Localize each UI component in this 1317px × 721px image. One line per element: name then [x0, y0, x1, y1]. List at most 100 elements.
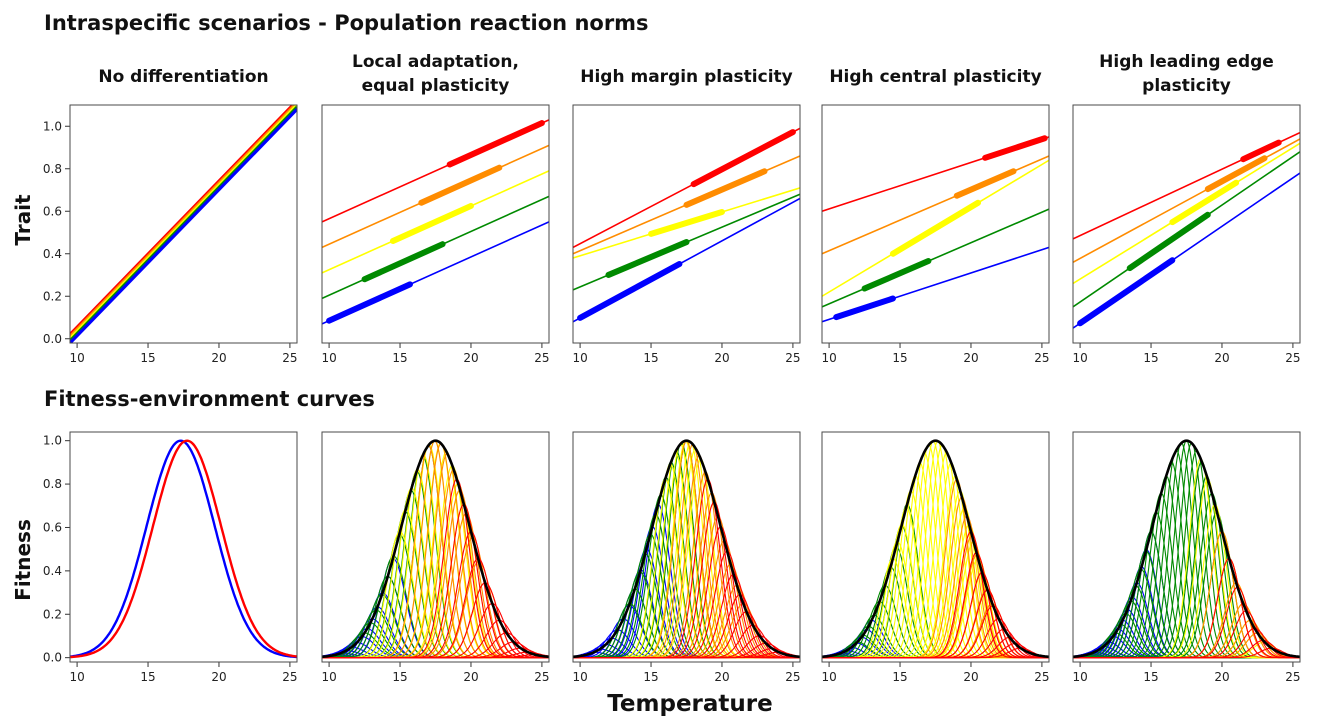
chart-title-line: High leading edge	[1099, 52, 1274, 72]
x-tick-label: 10	[821, 670, 836, 684]
bottom-y-axis-label: Fitness	[11, 519, 35, 601]
chart-panel-4: High central plasticity 10 15 20 25	[821, 67, 1049, 365]
reaction-norm-range	[690, 129, 796, 188]
chart-frame	[821, 104, 1050, 344]
chart-plot-area	[1073, 439, 1300, 659]
chart-panel-10: 10 15 20 25	[1072, 431, 1301, 684]
reaction-norm-range	[577, 260, 683, 321]
chart-plot-area	[322, 439, 549, 659]
x-tick-label: 25	[1285, 670, 1300, 684]
x-tick-label: 15	[643, 670, 658, 684]
chart-plot-area	[1073, 131, 1300, 329]
reaction-norm-range	[683, 168, 768, 208]
chart-panel-7: 10 15 20 25	[321, 431, 550, 684]
chart-frame	[321, 431, 550, 663]
chart-panel-8: 10 15 20 25	[572, 431, 801, 684]
fitness-curve	[1073, 511, 1300, 659]
y-tick-label: 0.8	[43, 477, 62, 491]
top-y-axis-label: Trait	[11, 194, 35, 246]
x-tick-label: 25	[534, 670, 549, 684]
reaction-norm-range	[1204, 155, 1268, 193]
chart-frame	[1072, 431, 1301, 663]
x-tick-label: 15	[140, 351, 155, 365]
bottom-heading: Fitness-environment curves	[44, 387, 375, 411]
y-tick-label: 0.8	[43, 162, 62, 176]
x-tick-label: 15	[892, 670, 907, 684]
x-tick-label: 20	[463, 351, 478, 365]
fitness-curve	[822, 523, 1049, 659]
y-tick-label: 0.4	[43, 564, 62, 578]
x-tick-label: 25	[1034, 670, 1049, 684]
chart-panel-3: High margin plasticity 10 15 20 25	[572, 67, 800, 365]
chart-plot-area	[573, 127, 800, 323]
x-tick-label: 20	[1214, 351, 1229, 365]
chart-title-line: High central plasticity	[829, 67, 1041, 87]
x-tick-label: 10	[69, 670, 84, 684]
x-tick-label: 10	[69, 351, 84, 365]
chart-title-line: plasticity	[1142, 76, 1231, 96]
fitness-curve	[822, 496, 1049, 659]
chart-plot-area	[573, 439, 800, 659]
fitness-curve	[822, 523, 1049, 659]
fitness-curve	[573, 651, 800, 659]
x-tick-label: 20	[714, 351, 729, 365]
chart-panel-5: High leading edge plasticity 10 15 20 25	[1072, 52, 1300, 365]
chart-frame	[1072, 104, 1301, 344]
x-tick-label: 10	[572, 351, 587, 365]
fitness-curve	[1073, 647, 1300, 659]
x-tick-label: 20	[463, 670, 478, 684]
chart-title-line: High margin plasticity	[580, 67, 792, 87]
fitness-curve	[822, 524, 1049, 659]
chart-panel-2: Local adaptation, equal plasticity 10 15 20 2…	[321, 52, 549, 365]
y-tick-label: 0.6	[43, 520, 62, 534]
x-tick-label: 25	[785, 351, 800, 365]
x-tick-label: 25	[1034, 351, 1049, 365]
chart-frame	[572, 431, 801, 663]
chart-panel-1: No differentiation 10 15 20 25 0.0 0.2 0.4 0.6 0.…	[43, 67, 298, 365]
fitness-curve	[70, 439, 297, 659]
x-axis-label: Temperature	[607, 691, 772, 717]
fitness-envelope-curve	[1073, 439, 1300, 659]
x-tick-label: 10	[321, 670, 336, 684]
y-tick-label: 0.0	[43, 332, 62, 346]
fitness-envelope-curve	[322, 439, 549, 659]
fitness-curve	[822, 490, 1049, 659]
x-tick-label: 15	[140, 670, 155, 684]
panels-layer: No differentiation 10 15 20 25 0.0 0.2 0.4 0.6 0.…	[43, 52, 1301, 684]
x-tick-label: 20	[211, 670, 226, 684]
reaction-norm-range	[605, 239, 690, 278]
x-tick-label: 25	[282, 670, 297, 684]
x-tick-label: 15	[1143, 670, 1158, 684]
y-tick-label: 0.2	[43, 607, 62, 621]
y-tick-label: 1.0	[43, 119, 62, 133]
reaction-norm-range	[889, 199, 982, 257]
chart-frame	[69, 431, 298, 663]
y-tick-label: 0.2	[43, 289, 62, 303]
reaction-norm-range	[389, 202, 474, 244]
x-tick-label: 15	[392, 670, 407, 684]
x-tick-label: 20	[963, 670, 978, 684]
y-tick-label: 0.6	[43, 204, 62, 218]
reaction-norm-range	[982, 135, 1048, 161]
reaction-norm-range	[418, 164, 503, 206]
reaction-norm-range	[326, 281, 413, 324]
reaction-norm-range	[1240, 139, 1282, 163]
fitness-envelope-curve	[822, 439, 1049, 659]
reaction-norm-range	[953, 168, 1017, 199]
x-tick-label: 25	[785, 670, 800, 684]
reaction-norm-range	[1077, 257, 1176, 327]
chart-plot-area	[822, 439, 1049, 659]
x-tick-label: 10	[1072, 670, 1087, 684]
chart-plot-area	[70, 439, 297, 659]
chart-plot-area	[70, 105, 297, 343]
fitness-curve	[822, 474, 1049, 659]
x-tick-label: 20	[211, 351, 226, 365]
x-tick-label: 20	[1214, 670, 1229, 684]
x-tick-label: 10	[1072, 351, 1087, 365]
x-tick-label: 20	[714, 670, 729, 684]
reaction-norm-range	[1126, 211, 1211, 272]
chart-panel-6: 10 15 20 25 0.0 0.2 0.4 0.6 0.8 1.0	[43, 431, 298, 684]
chart-plot-area	[322, 119, 549, 325]
y-tick-label: 1.0	[43, 434, 62, 448]
chart-panel-9: 10 15 20 25	[821, 431, 1050, 684]
